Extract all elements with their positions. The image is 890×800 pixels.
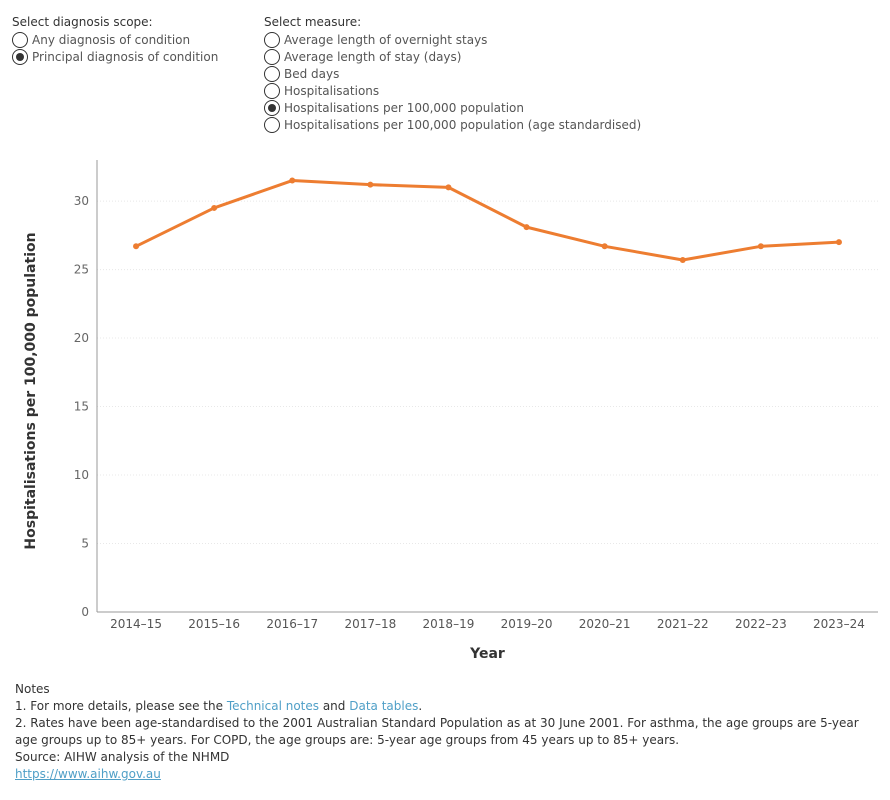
radio-label: Any diagnosis of condition [32,32,191,47]
x-tick-label: 2020–21 [579,617,631,631]
radio-button[interactable] [12,31,28,48]
x-tick-label: 2016–17 [266,617,318,631]
radio-button[interactable] [264,65,280,82]
diagnosis-scope-option[interactable]: Principal diagnosis of condition [12,48,218,65]
measure-option[interactable]: Hospitalisations per 100,000 population [264,99,641,116]
measure-option[interactable]: Bed days [264,65,641,82]
notes-line-1-suffix: . [418,699,423,713]
radio-button[interactable] [12,48,28,65]
x-tick-label: 2017–18 [344,617,396,631]
notes-line-1: 1. For more details, please see the Tech… [15,698,875,715]
measure-option[interactable]: Hospitalisations [264,82,641,99]
radio-label: Hospitalisations per 100,000 population [284,100,524,115]
data-point [835,239,842,246]
notes-section: Notes 1. For more details, please see th… [15,681,875,783]
data-point [289,177,296,184]
radio-button[interactable] [264,116,280,133]
y-axis-title: Hospitalisations per 100,000 population [23,232,39,549]
radio-label: Average length of overnight stays [284,32,488,47]
radio-button[interactable] [264,82,280,99]
radio-button[interactable] [264,48,280,65]
x-tick-label: 2018–19 [423,617,475,631]
measure-option[interactable]: Average length of overnight stays [264,31,641,48]
y-tick-label: 10 [74,468,89,482]
y-tick-label: 0 [81,605,89,619]
x-tick-label: 2022–23 [735,617,787,631]
notes-source: Source: AIHW analysis of the NHMD [15,750,230,764]
radio-label: Hospitalisations per 100,000 population … [284,117,642,132]
x-tick-label: 2014–15 [110,617,162,631]
line-chart: 0 5 10 15 20 25 30 2014–15 2015–16 2016–17 2017–18… [23,160,878,662]
technical-notes-link[interactable]: Technical notes [226,699,320,713]
x-tick-label: 2015–16 [188,617,240,631]
data-point [601,243,608,250]
notes-line-1-prefix: 1. For more details, please see the [15,699,227,713]
notes-line-2: 2. Rates have been age-standardised to t… [15,716,859,747]
y-tick-label: 5 [81,537,89,551]
y-tick-label: 15 [74,400,89,414]
radio-button[interactable] [264,99,280,116]
x-axis-title: Year [469,646,505,662]
diagnosis-scope-group: Select diagnosis scope: Any diagnosis of… [12,13,218,65]
x-tick-label: 2021–22 [657,617,709,631]
y-tick-label: 25 [74,263,89,277]
radio-label: Hospitalisations [284,83,380,98]
data-point [367,181,374,188]
radio-button[interactable] [264,31,280,48]
data-tables-link[interactable]: Data tables [349,699,419,713]
x-tick-label: 2023–24 [813,617,865,631]
notes-line-1-and: and [319,699,350,713]
y-tick-label: 30 [74,194,89,208]
measure-options: Average length of overnight stays Average… [264,31,641,133]
data-point [523,224,530,231]
data-point [679,256,686,263]
radio-label: Bed days [284,66,340,81]
x-tick-label: 2019–20 [501,617,553,631]
aihw-url-link[interactable]: https://www.aihw.gov.au [15,767,161,781]
data-point [445,184,452,191]
notes-heading: Notes [15,682,50,696]
diagnosis-scope-title: Select diagnosis scope: [12,15,153,29]
y-tick-label: 20 [74,331,89,345]
measure-group: Select measure: Average length of overni… [264,13,641,133]
measure-option[interactable]: Hospitalisations per 100,000 population … [264,116,641,133]
data-point [757,243,764,250]
diagnosis-scope-option[interactable]: Any diagnosis of condition [12,31,218,48]
data-point [133,243,140,250]
radio-label: Principal diagnosis of condition [32,49,219,64]
measure-title: Select measure: [264,15,362,29]
diagnosis-scope-options: Any diagnosis of condition Principal diag… [12,31,218,65]
series-line [134,179,841,262]
radio-label: Average length of stay (days) [284,49,462,64]
measure-option[interactable]: Average length of stay (days) [264,48,641,65]
data-point [211,204,218,211]
